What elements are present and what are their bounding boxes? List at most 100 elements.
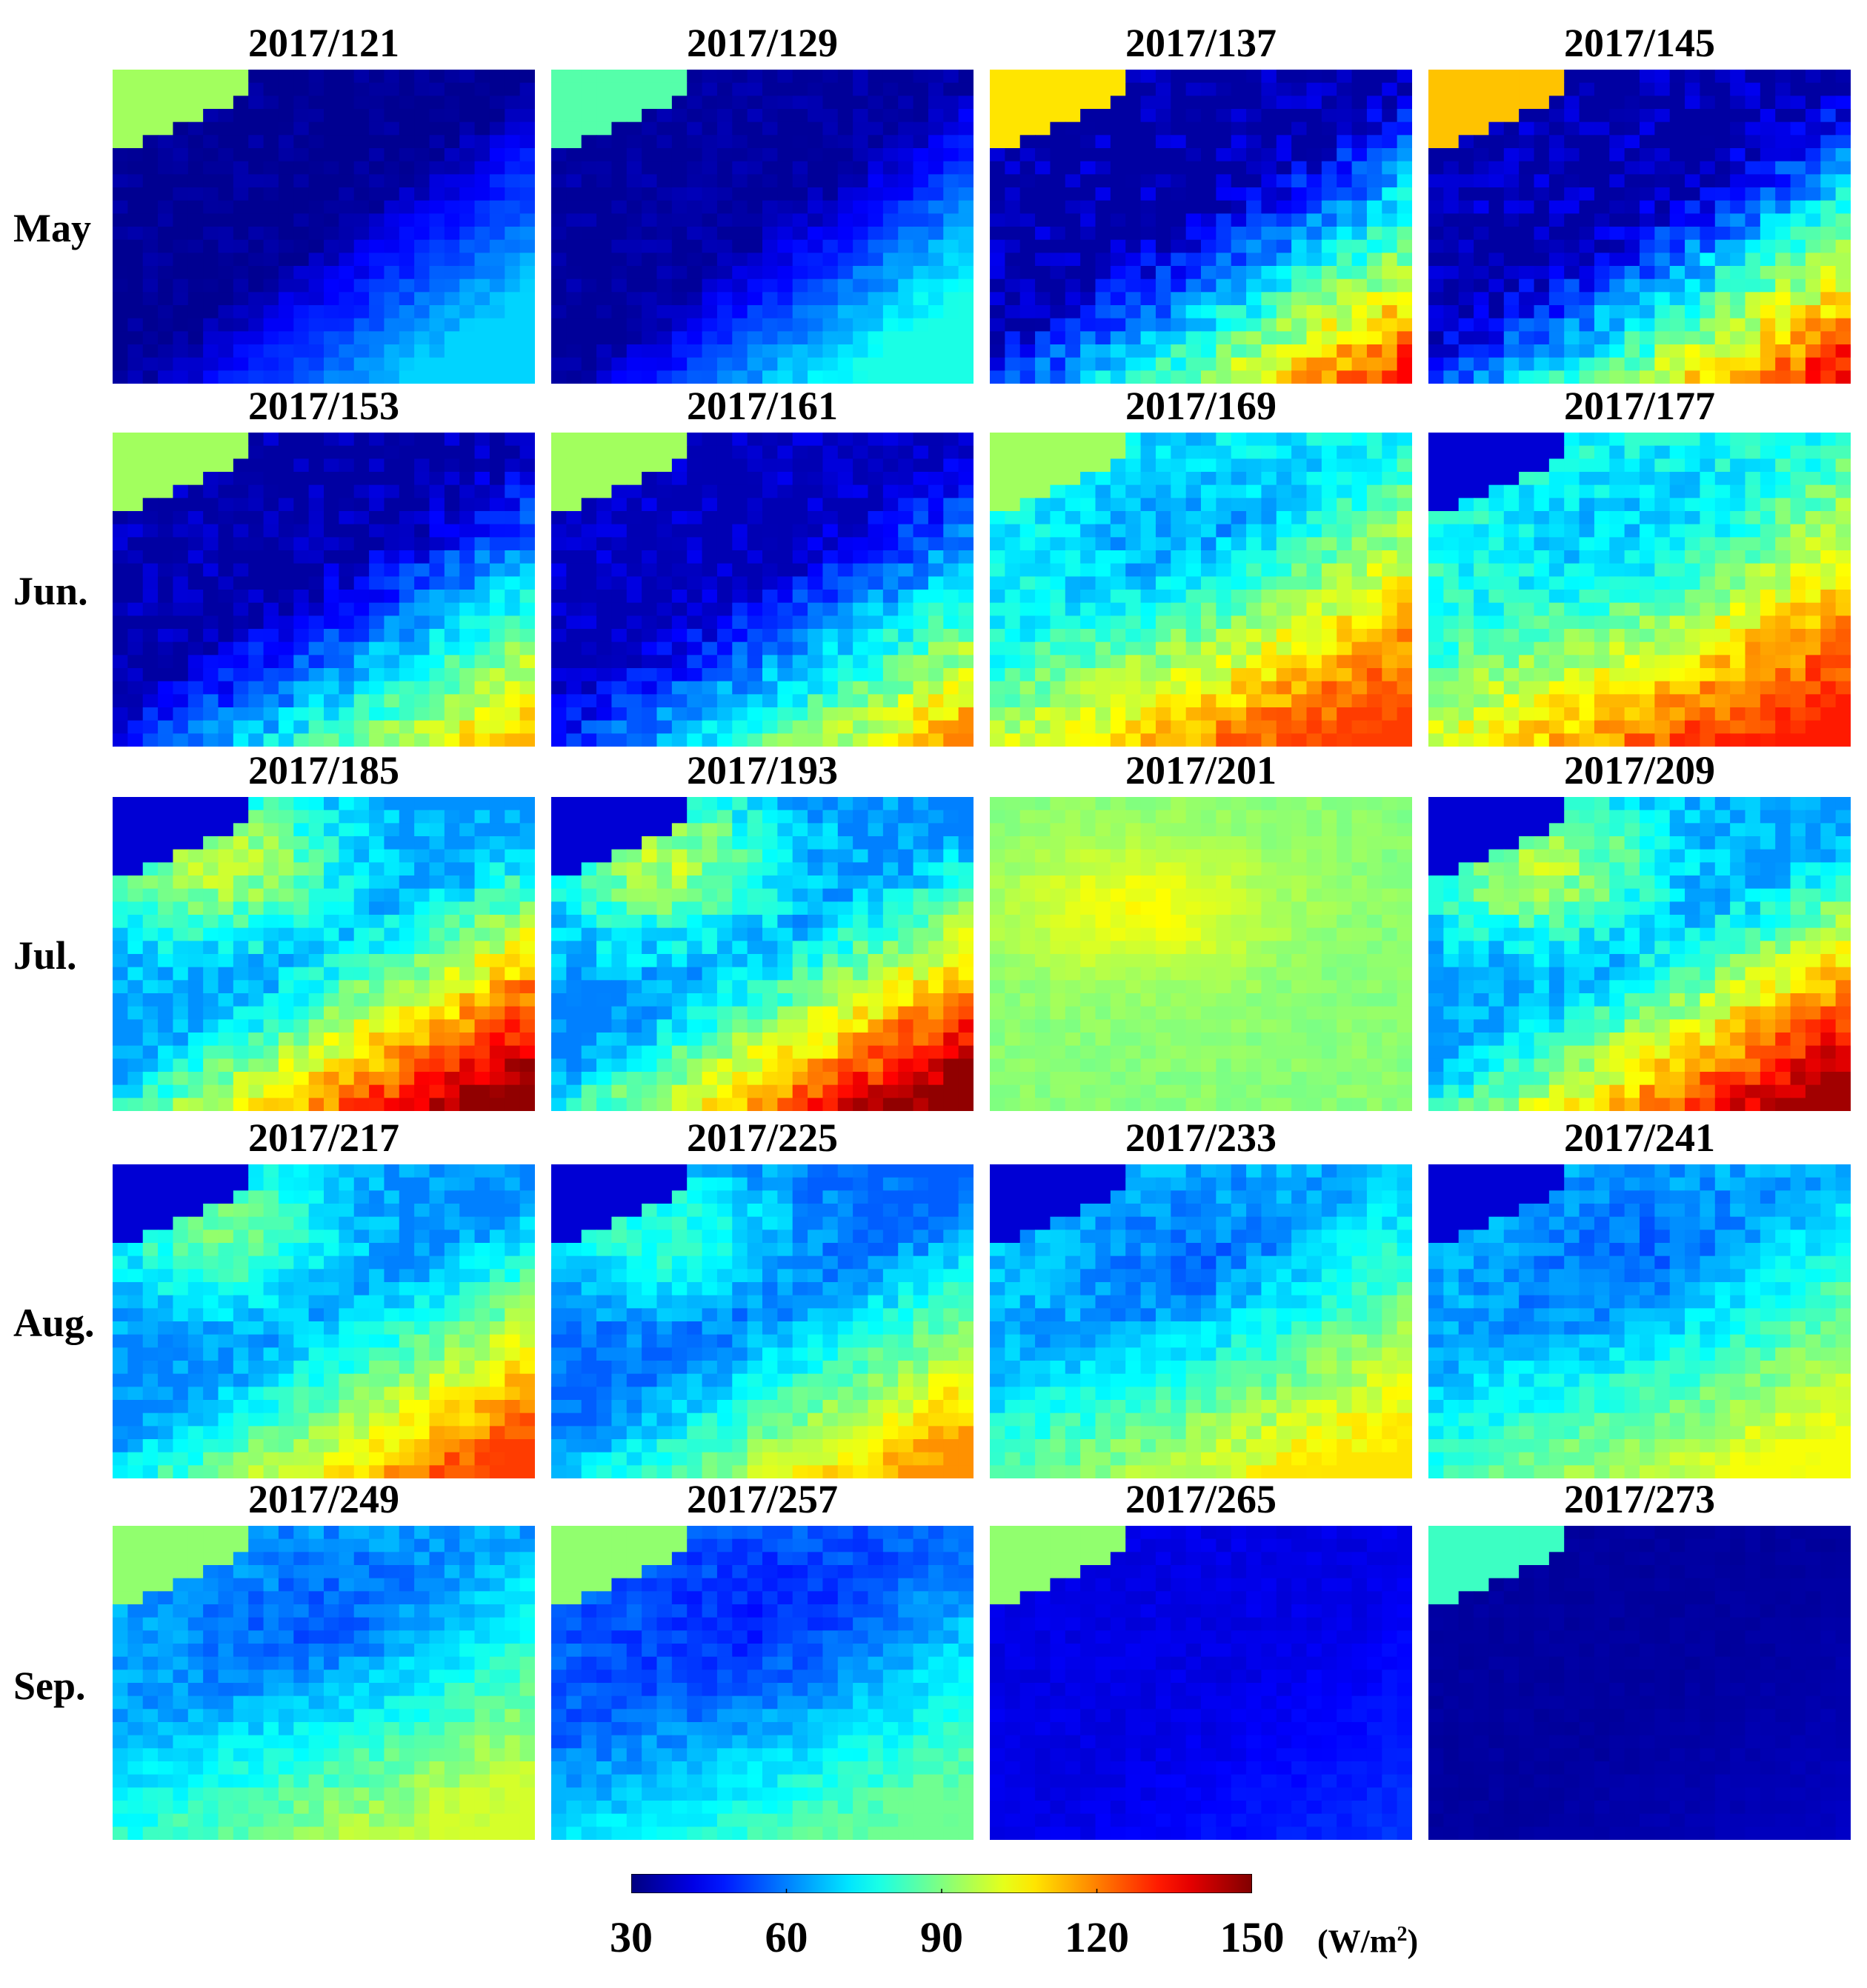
heatmap-cell bbox=[596, 305, 613, 319]
heatmap-cell bbox=[1185, 641, 1202, 656]
heatmap-cell bbox=[958, 511, 974, 525]
heatmap-cell bbox=[1382, 82, 1398, 96]
heatmap-cell bbox=[1458, 484, 1474, 498]
heatmap-cell bbox=[127, 707, 144, 721]
heatmap-cell bbox=[551, 278, 567, 293]
heatmap-cell bbox=[353, 629, 370, 643]
heatmap-cell bbox=[551, 253, 567, 267]
heatmap-cell bbox=[1366, 445, 1382, 459]
heatmap-cell bbox=[1276, 227, 1292, 241]
heatmap-cell bbox=[324, 200, 339, 214]
heatmap-cell bbox=[792, 484, 808, 498]
heatmap-cell bbox=[1246, 550, 1262, 564]
heatmap-cell bbox=[218, 458, 234, 473]
heatmap-cell bbox=[429, 707, 445, 721]
heatmap-cell bbox=[1019, 253, 1036, 267]
heatmap-cell bbox=[822, 511, 839, 525]
heatmap-cell bbox=[1805, 331, 1821, 345]
heatmap-cell bbox=[1790, 187, 1806, 201]
heatmap-cell bbox=[158, 445, 174, 459]
heatmap-cell bbox=[566, 331, 582, 345]
heatmap-cell bbox=[777, 433, 793, 447]
heatmap-cell bbox=[808, 694, 824, 708]
heatmap-cell bbox=[747, 266, 763, 280]
heatmap-cell bbox=[1548, 148, 1565, 162]
heatmap-cell bbox=[1110, 524, 1126, 538]
heatmap-cell bbox=[339, 433, 355, 447]
heatmap-cell bbox=[732, 213, 748, 227]
heatmap-cell bbox=[898, 484, 914, 498]
heatmap-cell bbox=[943, 239, 959, 253]
heatmap-cell bbox=[248, 318, 264, 332]
heatmap-cell bbox=[1669, 445, 1685, 459]
heatmap-cell bbox=[1065, 550, 1081, 564]
heatmap-cell bbox=[218, 668, 234, 682]
heatmap-cell bbox=[353, 135, 370, 149]
heatmap-cell bbox=[278, 602, 294, 616]
heatmap-cell bbox=[293, 109, 310, 123]
heatmap-cell bbox=[1714, 458, 1731, 473]
heatmap-cell bbox=[127, 616, 144, 630]
heatmap-cell bbox=[1790, 82, 1806, 96]
heatmap-cell bbox=[898, 445, 914, 459]
heatmap-cell bbox=[1366, 668, 1382, 682]
heatmap-cell bbox=[777, 70, 793, 84]
heatmap-cell bbox=[990, 82, 1005, 96]
heatmap-cell bbox=[747, 357, 763, 371]
heatmap-cell bbox=[1790, 357, 1806, 371]
heatmap-cell bbox=[113, 213, 128, 227]
heatmap-cell bbox=[1035, 96, 1051, 110]
heatmap-cell bbox=[792, 331, 808, 345]
heatmap-cell bbox=[1382, 576, 1398, 590]
heatmap-cell bbox=[716, 694, 733, 708]
heatmap-cell bbox=[1503, 370, 1520, 384]
heatmap-cell bbox=[747, 668, 763, 682]
heatmap-cell bbox=[687, 305, 703, 319]
heatmap-cell bbox=[1110, 733, 1126, 747]
heatmap-cell bbox=[1155, 174, 1171, 188]
heatmap-cell bbox=[611, 641, 628, 656]
heatmap-cell bbox=[1760, 458, 1776, 473]
heatmap-cell bbox=[384, 550, 400, 564]
heatmap-cell bbox=[837, 629, 853, 643]
heatmap-cell bbox=[943, 370, 959, 384]
heatmap-cell bbox=[702, 148, 718, 162]
heatmap-cell bbox=[1397, 109, 1412, 123]
heatmap-cell bbox=[1276, 498, 1292, 512]
heatmap-cell bbox=[1443, 445, 1460, 459]
heatmap-cell bbox=[1700, 445, 1716, 459]
heatmap-cell bbox=[1216, 668, 1232, 682]
heatmap-cell bbox=[324, 445, 339, 459]
heatmap-cell bbox=[990, 161, 1005, 175]
heatmap-cell bbox=[1337, 681, 1353, 695]
heatmap-cell bbox=[611, 563, 628, 577]
heatmap-cell bbox=[1745, 458, 1761, 473]
heatmap-cell bbox=[853, 472, 869, 486]
heatmap-cell bbox=[1534, 70, 1550, 84]
heatmap-cell bbox=[1474, 174, 1490, 188]
heatmap-cell bbox=[1005, 629, 1021, 643]
heatmap-cell bbox=[551, 266, 567, 280]
heatmap-cell bbox=[1291, 70, 1308, 84]
heatmap-cell bbox=[248, 239, 264, 253]
heatmap-cell bbox=[324, 305, 339, 319]
heatmap-cell bbox=[1337, 668, 1353, 682]
heatmap-cell bbox=[1231, 213, 1247, 227]
heatmap-cell bbox=[1458, 498, 1474, 512]
heatmap-cell bbox=[822, 563, 839, 577]
heatmap-cell bbox=[1005, 292, 1021, 306]
heatmap-cell bbox=[248, 109, 264, 123]
heatmap-cell bbox=[1624, 121, 1640, 136]
heatmap-cell bbox=[142, 590, 159, 604]
heatmap-cell bbox=[173, 148, 189, 162]
heatmap-cell bbox=[489, 537, 505, 551]
heatmap-cell bbox=[1306, 187, 1322, 201]
heatmap-cell bbox=[943, 292, 959, 306]
heatmap-cell bbox=[958, 681, 974, 695]
heatmap-cell bbox=[1065, 253, 1081, 267]
heatmap-cell bbox=[324, 550, 339, 564]
heatmap-cell bbox=[1276, 121, 1292, 136]
heatmap-cell bbox=[1050, 524, 1066, 538]
heatmap-cell bbox=[1261, 511, 1277, 525]
heatmap-cell bbox=[822, 239, 839, 253]
